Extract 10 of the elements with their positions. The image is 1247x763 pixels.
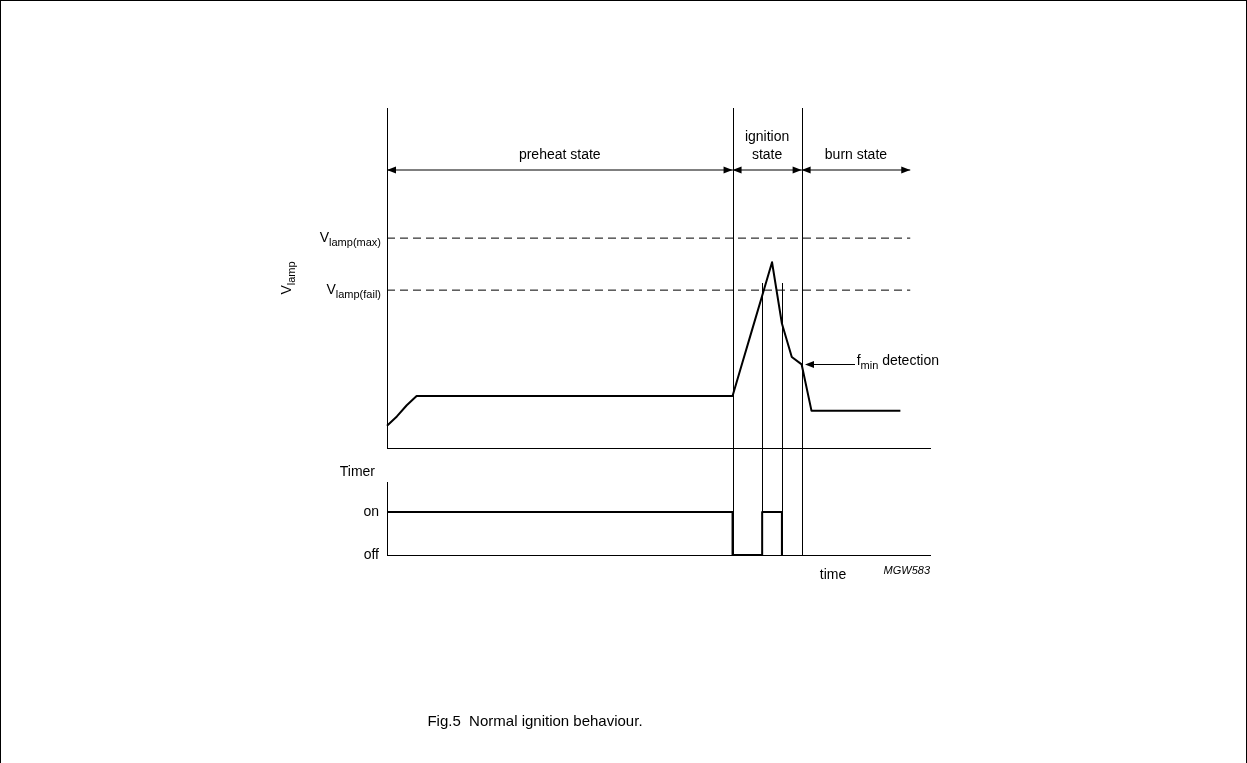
- text: off: [363, 545, 380, 562]
- y-axis-title: Vlamp: [277, 261, 297, 295]
- text: ignition state: [744, 127, 790, 162]
- x-axis-title: time: [819, 565, 847, 582]
- text: preheat state: [518, 145, 601, 162]
- y-axis-title: Timer: [339, 462, 376, 479]
- text: on: [363, 502, 380, 519]
- text: Fig.5 Normal ignition behaviour.: [426, 712, 644, 729]
- text: burn state: [824, 145, 888, 162]
- text: MGW583: [883, 564, 931, 577]
